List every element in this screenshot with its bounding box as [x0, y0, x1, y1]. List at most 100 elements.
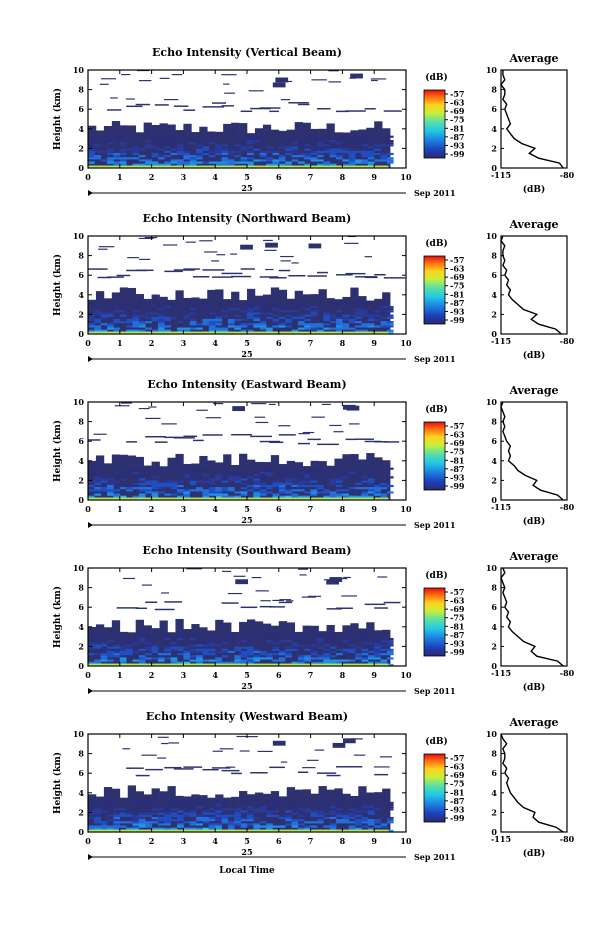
- echo-cell: [316, 655, 324, 658]
- echo-cell: [177, 653, 184, 656]
- echo-cell: [145, 642, 152, 645]
- echo-cell: [138, 148, 146, 151]
- echo-cell: [170, 152, 178, 156]
- echo-cell: [221, 474, 229, 477]
- echo-cell: [164, 812, 171, 815]
- echo-cell: [367, 152, 375, 156]
- echo-cell: [247, 484, 254, 488]
- echo-cell: [272, 321, 280, 324]
- echo-cell: [272, 810, 280, 813]
- echo-cell: [272, 480, 280, 483]
- colorbar-unit: (dB): [425, 238, 447, 249]
- echo-cell: [145, 646, 152, 649]
- echo-cell: [380, 487, 388, 490]
- echo-cell: [100, 301, 108, 304]
- x-tick-label: 6: [276, 172, 282, 182]
- echo-cell: [119, 161, 127, 164]
- echo-cell: [259, 310, 267, 313]
- x-tick-label: 1: [117, 670, 123, 680]
- echo-cell: [244, 736, 258, 738]
- echo-cell: [113, 310, 121, 313]
- echo-cell: [107, 150, 114, 153]
- echo-cell: [88, 150, 95, 153]
- echo-cell: [202, 480, 210, 483]
- echo-cell: [234, 150, 241, 153]
- echo-cell: [342, 640, 350, 643]
- echo-cell: [234, 491, 241, 494]
- echo-cell: [253, 480, 261, 483]
- echo-cell: [215, 474, 222, 477]
- echo-cell: [208, 825, 216, 828]
- panel-1: Echo Intensity (Vertical Beam)0 1 2 3 4 5 6 7 8 9…: [52, 46, 575, 198]
- echo-heatmap: [88, 402, 400, 500]
- echo-cell: [215, 480, 222, 483]
- echo-cell: [240, 642, 248, 645]
- echo-cell: [291, 644, 299, 647]
- colorbar-tick-label: -75: [450, 447, 464, 457]
- echo-cell: [304, 827, 311, 830]
- echo-cell: [94, 487, 102, 490]
- echo-cell: [119, 657, 127, 660]
- echo-cell: [189, 823, 197, 826]
- echo-cell: [291, 484, 299, 488]
- echo-cell: [113, 301, 121, 304]
- echo-cell: [304, 157, 311, 160]
- echo-cell: [234, 648, 241, 651]
- echo-cell: [310, 152, 318, 156]
- echo-cell: [145, 491, 152, 494]
- echo-cell: [183, 633, 191, 636]
- echo-cell: [215, 321, 222, 324]
- echo-cell: [232, 406, 245, 412]
- echo-cell: [227, 827, 235, 830]
- echo-cell: [135, 607, 148, 610]
- echo-cell: [285, 810, 292, 813]
- echo-cell: [323, 318, 330, 322]
- echo-cell: [259, 653, 267, 656]
- echo-cell: [107, 139, 114, 143]
- echo-cell: [336, 801, 343, 804]
- echo-cell: [227, 825, 235, 828]
- echo-cell: [183, 161, 191, 164]
- x-tick-label: 2: [149, 504, 155, 514]
- echo-cell: [297, 495, 305, 498]
- echo-cell: [266, 163, 273, 166]
- echo-cell: [145, 635, 152, 638]
- echo-cell: [304, 474, 311, 477]
- echo-cell: [272, 803, 280, 807]
- echo-cell: [304, 148, 311, 151]
- echo-cell: [183, 463, 192, 500]
- echo-cell: [336, 489, 343, 492]
- echo-cell: [291, 661, 299, 664]
- echo-cell: [234, 476, 241, 479]
- echo-cell: [361, 819, 369, 822]
- echo-cell: [304, 825, 311, 828]
- echo-cell: [88, 642, 95, 645]
- echo-cell: [323, 323, 330, 326]
- echo-cell: [291, 474, 299, 477]
- echo-cell: [132, 642, 140, 645]
- echo-cell: [107, 655, 114, 658]
- echo-cell: [100, 653, 108, 656]
- echo-cell: [132, 150, 140, 153]
- echo-cell: [270, 287, 280, 334]
- echo-cell: [297, 819, 305, 822]
- echo-cell: [336, 323, 343, 326]
- echo-cell: [374, 825, 381, 828]
- echo-cell: [196, 648, 203, 651]
- echo-cell: [259, 808, 267, 811]
- profile-y-tick-label: 8: [491, 251, 497, 261]
- x-tick-label: 4: [212, 504, 218, 514]
- panel-title: Echo Intensity (Northward Beam): [143, 212, 352, 225]
- echo-cell: [234, 318, 241, 322]
- echo-cell: [215, 637, 222, 641]
- echo-cell: [132, 659, 140, 662]
- echo-cell: [88, 799, 95, 802]
- echo-cell: [323, 316, 330, 319]
- echo-cell: [355, 469, 362, 472]
- echo-cell: [126, 489, 133, 492]
- echo-cell: [151, 161, 159, 164]
- echo-cell: [380, 806, 388, 809]
- echo-cell: [336, 327, 343, 330]
- echo-cell: [107, 142, 114, 145]
- echo-cell: [157, 819, 165, 822]
